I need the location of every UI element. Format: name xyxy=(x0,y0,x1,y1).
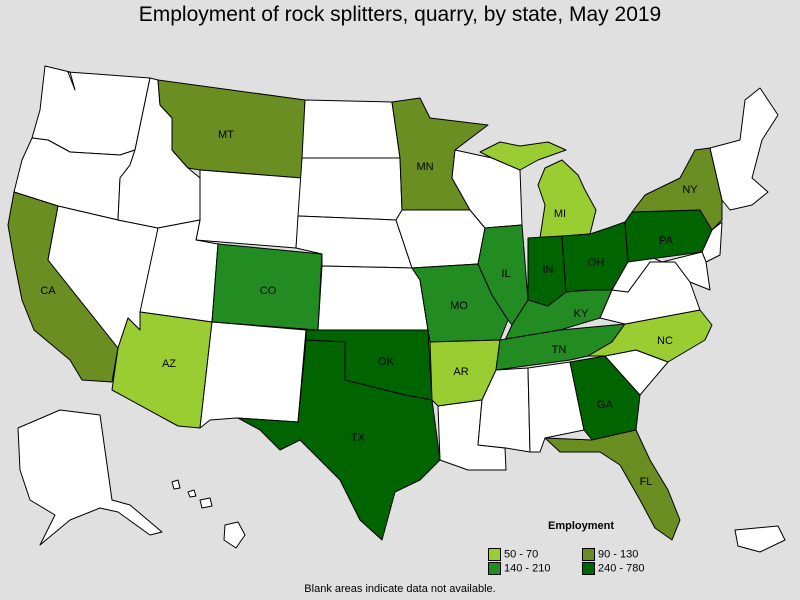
state-new-england xyxy=(709,87,779,211)
state-label-il: IL xyxy=(501,268,510,280)
state-label-mt: MT xyxy=(218,129,234,141)
state-label-fl: FL xyxy=(640,476,653,488)
state-ks xyxy=(317,265,429,331)
state-mi xyxy=(537,159,597,239)
legend-label-4: 240 - 780 xyxy=(598,562,645,575)
state-label-ga: GA xyxy=(597,399,614,411)
legend-swatch-2 xyxy=(582,548,595,561)
state-label-ca: CA xyxy=(40,285,56,297)
state-md-de xyxy=(661,251,711,291)
legend-swatch-4 xyxy=(582,562,595,575)
state-wy xyxy=(195,169,303,249)
state-nj xyxy=(701,221,723,263)
legend-item-1: 50 - 70 xyxy=(488,548,538,562)
state-label-oh: OH xyxy=(588,257,605,269)
state-pr xyxy=(734,525,786,553)
state-label-nc: NC xyxy=(657,335,673,347)
map-title: Employment of rock splitters, quarry, by… xyxy=(138,3,662,26)
state-label-ky: KY xyxy=(574,308,589,320)
legend: Employment 50 - 70 90 - 130 140 - 210 24… xyxy=(486,520,676,576)
state-fl xyxy=(544,429,681,541)
state-label-mn: MN xyxy=(416,161,433,173)
state-label-az: AZ xyxy=(162,358,176,370)
legend-item-4: 240 - 780 xyxy=(582,562,644,576)
state-label-ok: OK xyxy=(378,356,395,368)
legend-label-3: 140 - 210 xyxy=(504,562,551,575)
state-label-ar: AR xyxy=(453,366,468,378)
state-label-tx: TX xyxy=(351,432,366,444)
state-label-tn: TN xyxy=(552,344,567,356)
legend-swatch-1 xyxy=(488,548,501,561)
state-nm xyxy=(199,321,307,429)
state-hi xyxy=(171,479,246,549)
legend-item-3: 140 - 210 xyxy=(488,562,550,576)
legend-label-1: 50 - 70 xyxy=(504,548,539,561)
state-nd xyxy=(301,99,401,159)
state-label-ny: NY xyxy=(682,184,698,196)
state-label-pa: PA xyxy=(659,235,674,247)
state-ak xyxy=(17,409,163,546)
legend-label-2: 90 - 130 xyxy=(598,548,639,561)
state-label-mo: MO xyxy=(450,300,468,312)
state-tx xyxy=(237,339,441,541)
state-mi-up xyxy=(479,141,567,171)
state-label-co: CO xyxy=(260,285,277,297)
state-sd xyxy=(297,157,403,221)
state-label-mi: MI xyxy=(554,208,566,220)
legend-item-2: 90 - 130 xyxy=(582,548,638,562)
state-ia xyxy=(395,209,486,269)
legend-swatch-3 xyxy=(488,562,501,575)
state-il xyxy=(477,224,529,326)
legend-title: Employment xyxy=(547,520,614,532)
state-az xyxy=(111,311,213,429)
footnote: Blank areas indicate data not available. xyxy=(304,583,496,595)
state-label-in: IN xyxy=(543,264,554,276)
